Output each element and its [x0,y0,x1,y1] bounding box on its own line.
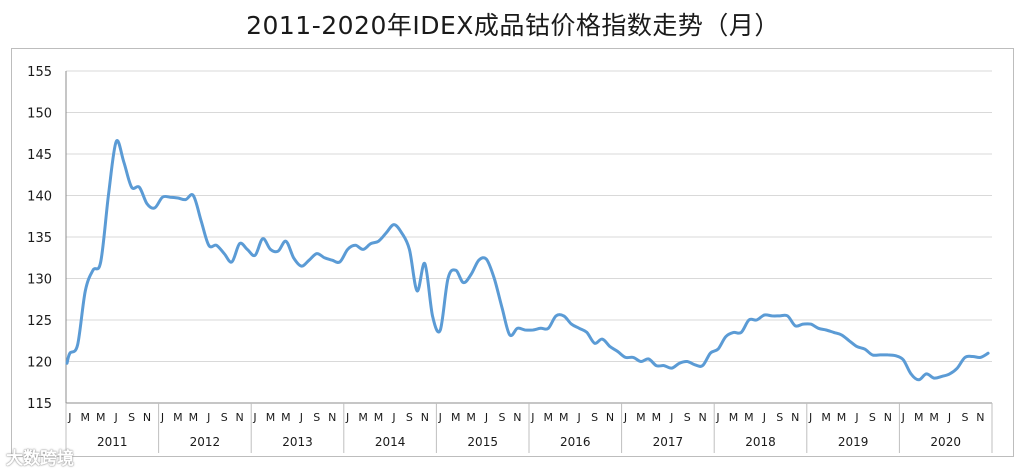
x-tick-label-month: S [221,411,228,424]
x-tick-label-month: J [391,411,395,424]
x-tick-label-year-2016: 2016 [560,435,591,449]
x-tick-label-month: M [96,411,106,424]
x-tick-label-month: J [206,411,210,424]
x-tick-label-month: J [114,411,118,424]
x-tick-label-month: M [729,411,739,424]
x-tick-label-month: J [947,411,951,424]
y-tick-label-145: 145 [27,148,52,163]
x-tick-label-month: S [406,411,413,424]
x-tick-label-month: N [606,411,614,424]
x-tick-label-year-2013: 2013 [282,435,313,449]
watermark: 大数跨境 [6,449,74,469]
x-tick-label-month: J [854,411,858,424]
x-tick-label-month: M [821,411,831,424]
x-tick-label-month: M [929,411,939,424]
y-tick-label-135: 135 [27,231,52,246]
x-tick-label-month: S [591,411,598,424]
x-tick-label-month: J [252,411,256,424]
x-tick-label-month: N [513,411,521,424]
y-tick-label-115: 115 [27,397,52,412]
y-tick-label-140: 140 [27,190,52,205]
y-tick-label-125: 125 [27,314,52,329]
x-tick-label-month: M [451,411,461,424]
x-tick-label-month: N [143,411,151,424]
x-tick-label-month: S [869,411,876,424]
x-tick-label-month: M [374,411,384,424]
x-tick-label-month: J [762,411,766,424]
x-tick-label-month: M [281,411,291,424]
x-tick-label-month: S [313,411,320,424]
x-tick-label-month: J [715,411,719,424]
x-tick-label-month: J [345,411,349,424]
x-tick-label-month: M [358,411,368,424]
x-tick-label-month: J [299,411,303,424]
x-tick-label-year-2015: 2015 [467,435,498,449]
y-tick-label-150: 150 [27,107,52,122]
x-tick-label-month: N [236,411,244,424]
series-layer [65,139,990,382]
axes [65,71,993,453]
x-tick-label-year-2020: 2020 [930,435,961,449]
x-tick-label-month: S [776,411,783,424]
x-tick-label-month: J [808,411,812,424]
x-tick-label-year-2011: 2011 [97,435,128,449]
x-tick-label-month: S [498,411,505,424]
x-tick-label-month: M [173,411,183,424]
x-tick-label-month: M [559,411,569,424]
x-tick-label-month: M [636,411,646,424]
x-tick-label-month: M [466,411,476,424]
x-tick-label-month: S [684,411,691,424]
x-tick-label-month: S [128,411,135,424]
x-tick-label-month: J [530,411,534,424]
y-tick-label-155: 155 [27,65,52,80]
x-tick-label-month: J [438,411,442,424]
x-tick-label-month: J [67,411,71,424]
x-tick-label-month: M [652,411,662,424]
x-tick-label-year-2019: 2019 [838,435,869,449]
x-tick-label-month: J [623,411,627,424]
x-tick-label-month: J [577,411,581,424]
x-tick-label-year-2012: 2012 [190,435,221,449]
series-line-0 [65,139,990,382]
x-tick-label-month: N [884,411,892,424]
x-tick-label-month: N [699,411,707,424]
x-tick-label-month: M [914,411,924,424]
y-tick-label-130: 130 [27,273,52,288]
plot-frame [11,48,1014,457]
x-tick-label-year-2017: 2017 [653,435,684,449]
y-tick-label-120: 120 [27,356,52,371]
x-tick-label-month: J [669,411,673,424]
x-tick-label-year-2018: 2018 [745,435,776,449]
x-tick-label-month: N [976,411,984,424]
x-tick-label-month: N [421,411,429,424]
x-tick-label-month: N [791,411,799,424]
x-tick-label-month: M [81,411,91,424]
x-tick-label-year-2014: 2014 [375,435,406,449]
x-tick-label-month: J [484,411,488,424]
x-tick-label-month: J [901,411,905,424]
x-tick-label-month: M [837,411,847,424]
x-tick-label-month: N [328,411,336,424]
x-tick-label-month: M [544,411,554,424]
x-tick-label-month: M [189,411,199,424]
x-tick-label-month: M [266,411,276,424]
x-tick-label-month: S [961,411,968,424]
chart-title: 2011-2020年IDEX成品钴价格指数走势（月） [246,11,780,40]
gridlines [66,70,992,362]
x-tick-label-month: J [160,411,164,424]
x-tick-label-month: M [744,411,754,424]
